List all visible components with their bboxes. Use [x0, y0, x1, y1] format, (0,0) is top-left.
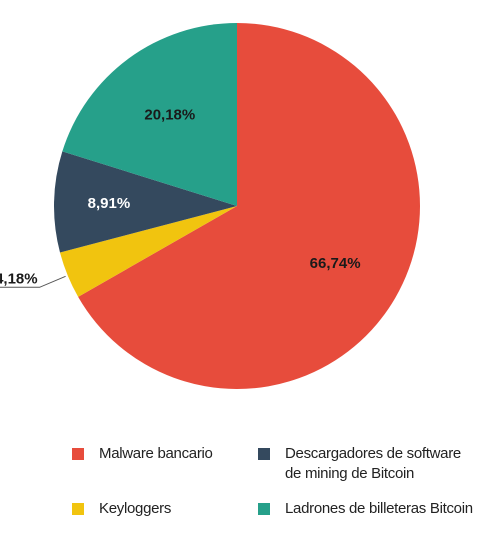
- legend-item-malware-bancario: Malware bancario: [72, 444, 213, 464]
- legend-label: Descargadores de software de mining de B…: [285, 445, 461, 482]
- pie-slice-descargadores: [54, 151, 238, 253]
- pie-chart: 66,74% 4,18% 8,91% 20,18%: [0, 23, 421, 389]
- legend-swatch: [72, 448, 84, 460]
- pie-slice-keyloggers: [60, 206, 237, 297]
- legend-label: Ladrones de billeteras Bitcoin: [285, 500, 473, 517]
- pie-slice-malware-bancario: [78, 23, 421, 389]
- leader-line-keyloggers: [0, 275, 66, 288]
- legend-item-keyloggers: Keyloggers: [72, 499, 171, 519]
- data-label-descargadores: 8,91%: [88, 195, 131, 212]
- legend-swatch: [72, 503, 84, 515]
- pie-slice-ladrones: [62, 23, 238, 206]
- legend-item-descargadores: Descargadores de software de mining de B…: [258, 444, 475, 484]
- legend-label: Keyloggers: [99, 500, 172, 517]
- legend-item-ladrones: Ladrones de billeteras Bitcoin: [258, 499, 473, 519]
- data-label-keyloggers: 4,18%: [0, 270, 38, 287]
- data-label-malware-bancario: 66,74%: [310, 255, 361, 272]
- data-label-ladrones: 20,18%: [144, 107, 195, 124]
- legend-swatch: [258, 503, 270, 515]
- legend-swatch: [258, 448, 270, 460]
- legend-label: Malware bancario: [99, 445, 213, 462]
